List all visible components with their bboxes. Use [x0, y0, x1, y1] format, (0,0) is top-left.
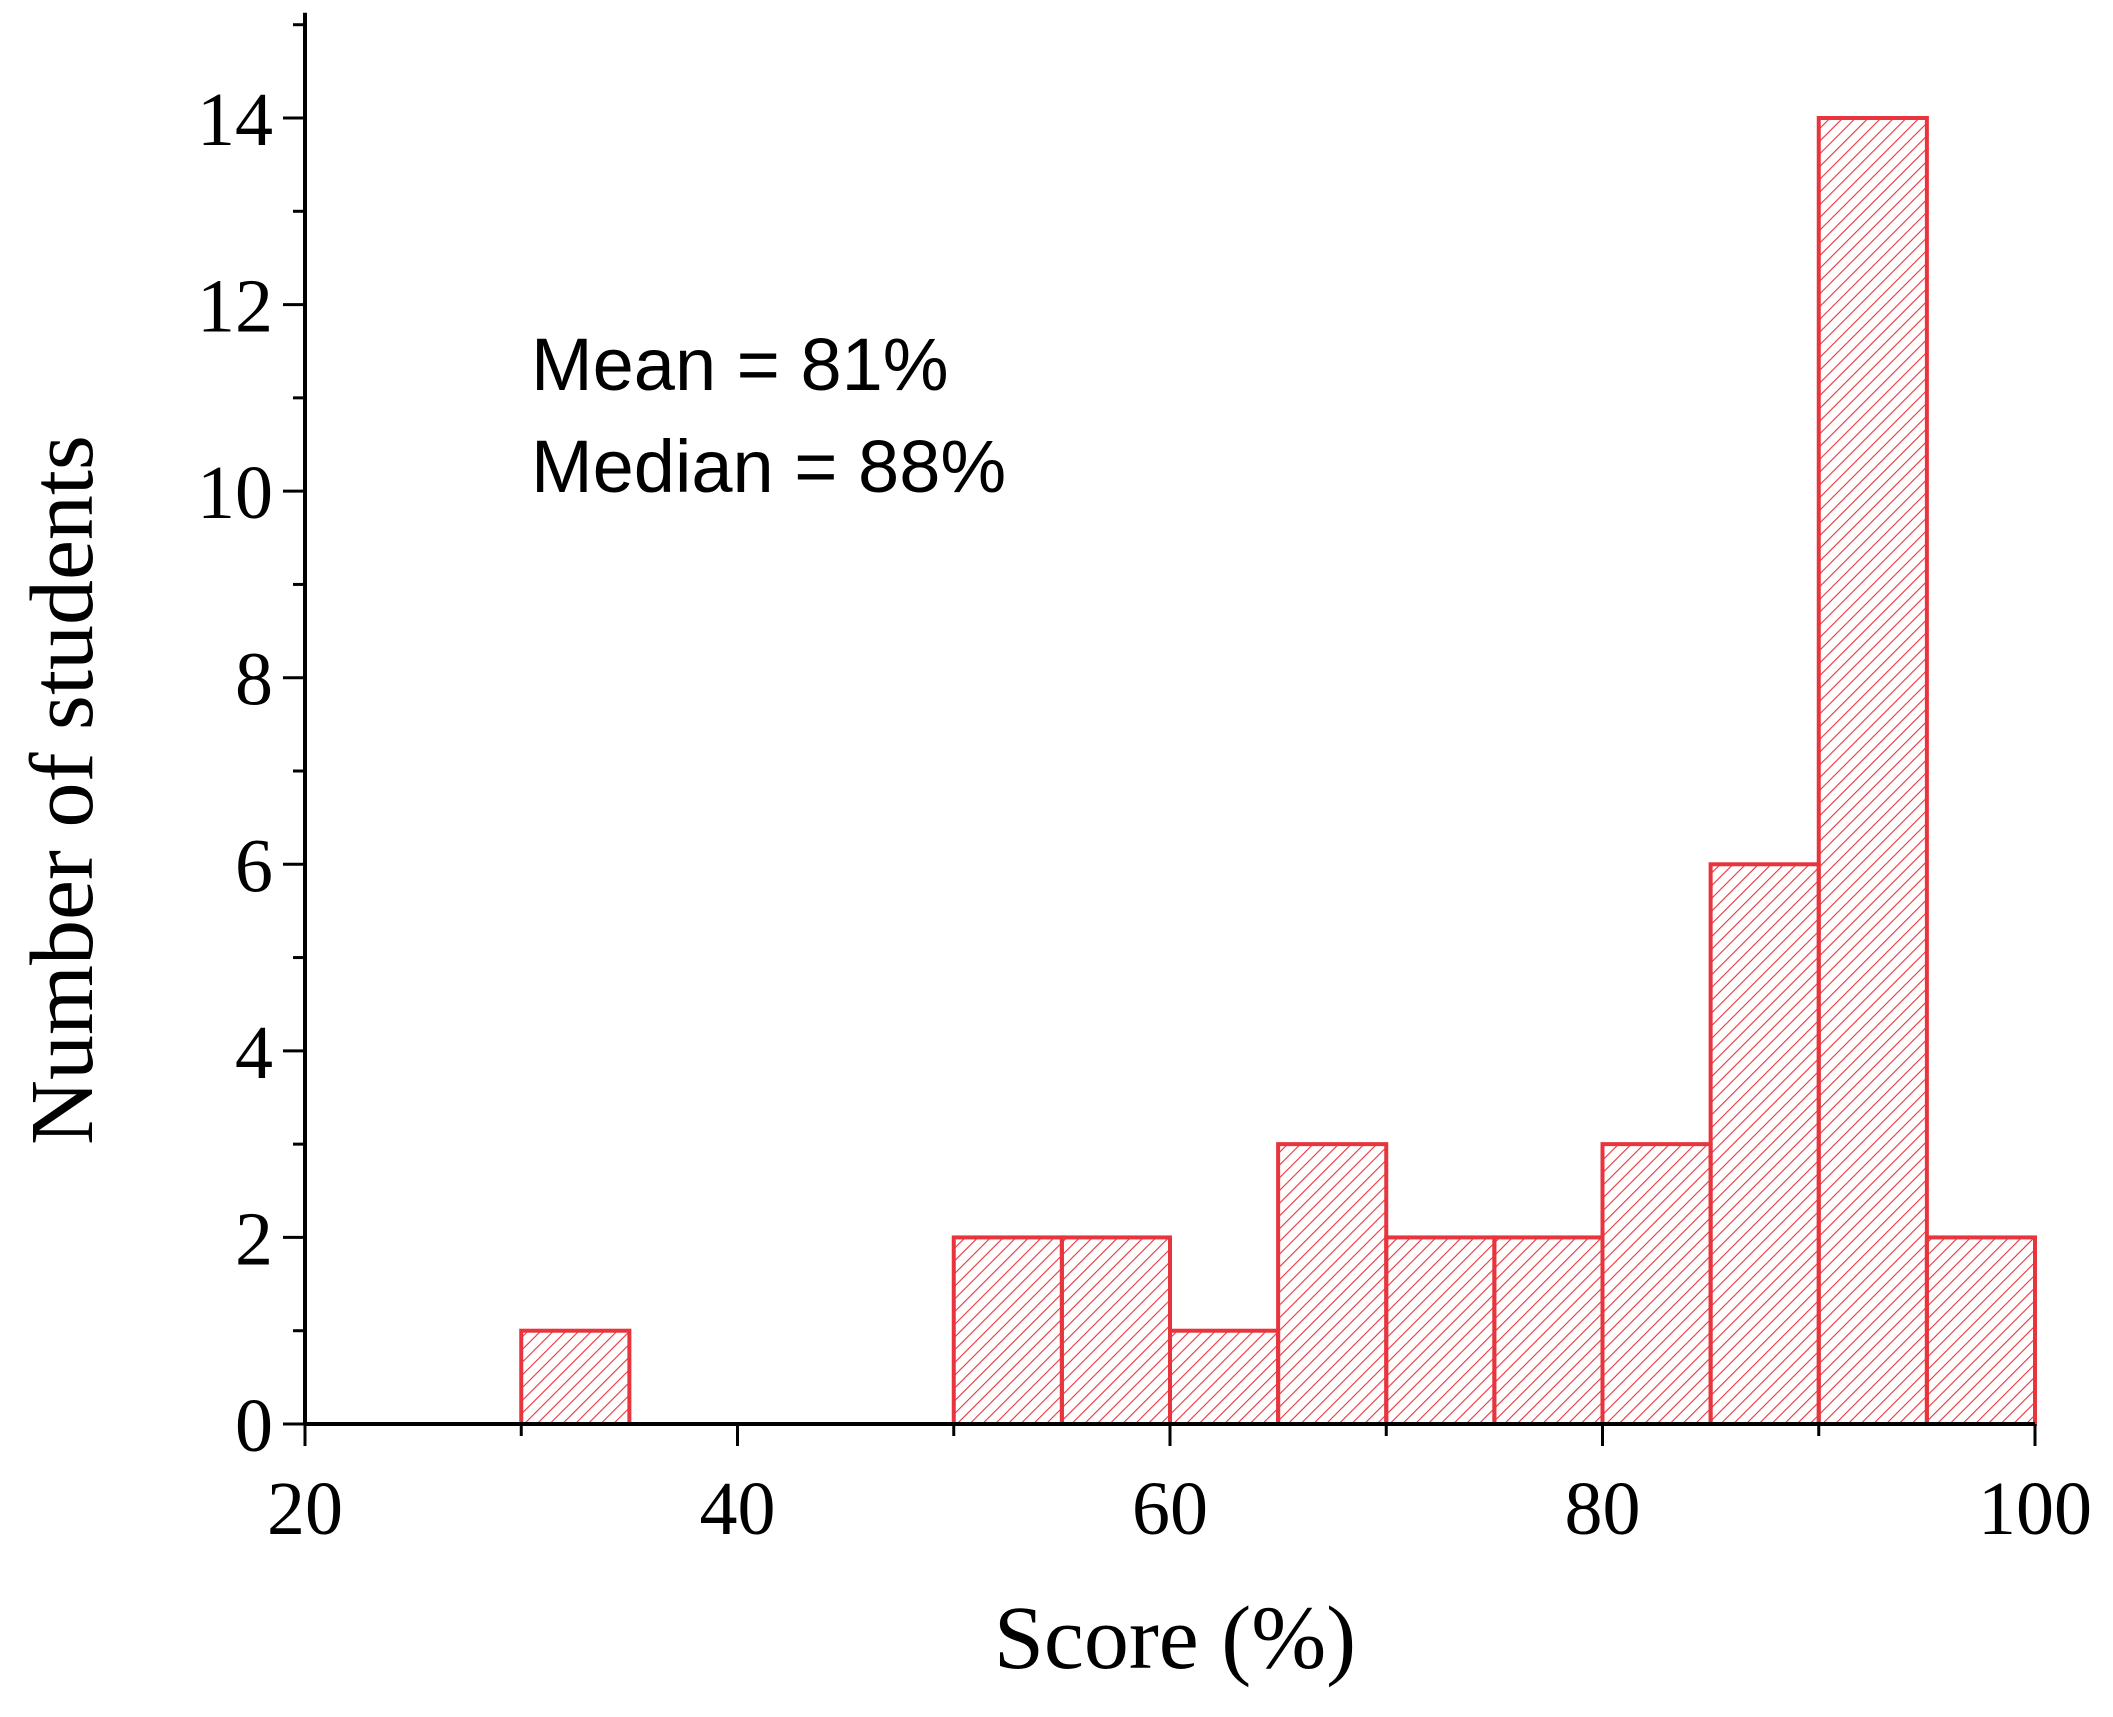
histogram-bar-90-95 — [1816, 116, 1929, 1426]
histogram-bar-50-55 — [951, 1235, 1064, 1427]
y-tick-label: 8 — [235, 638, 273, 722]
histogram-bar-95-100 — [1924, 1235, 2037, 1427]
x-tick-label: 40 — [700, 1467, 776, 1551]
histogram-bar-30-35 — [519, 1328, 632, 1426]
histogram-bar-75-80 — [1492, 1235, 1605, 1427]
y-tick-label: 0 — [235, 1384, 273, 1468]
ticks — [283, 23, 2037, 1446]
bars — [519, 116, 2037, 1427]
y-tick-label: 12 — [197, 265, 273, 349]
y-tick-label: 4 — [235, 1011, 273, 1095]
x-tick-label: 60 — [1132, 1467, 1208, 1551]
x-tick-label: 80 — [1565, 1467, 1641, 1551]
x-tick-label: 20 — [267, 1467, 343, 1551]
mean-annotation: Mean = 81% — [531, 323, 949, 406]
histogram-bar-60-65 — [1168, 1328, 1281, 1426]
histogram-bar-80-85 — [1600, 1142, 1713, 1426]
y-tick-label: 10 — [197, 451, 273, 535]
y-axis-label: Number of students — [13, 435, 112, 1145]
histogram-bar-70-75 — [1384, 1235, 1497, 1427]
histogram-bar-65-70 — [1276, 1142, 1389, 1426]
median-annotation: Median = 88% — [531, 425, 1006, 508]
y-tick-label: 14 — [197, 78, 273, 162]
tick-labels: 0 2 4 6 8 10 12 14 20 40 60 80 100 — [197, 78, 2092, 1551]
y-tick-label: 6 — [235, 824, 273, 908]
x-tick-label: 100 — [1978, 1467, 2092, 1551]
x-axis-label: Score (%) — [994, 1589, 1356, 1688]
histogram-bar-55-60 — [1059, 1235, 1172, 1427]
histogram-bar-85-90 — [1708, 862, 1821, 1426]
y-tick-label: 2 — [235, 1197, 273, 1281]
